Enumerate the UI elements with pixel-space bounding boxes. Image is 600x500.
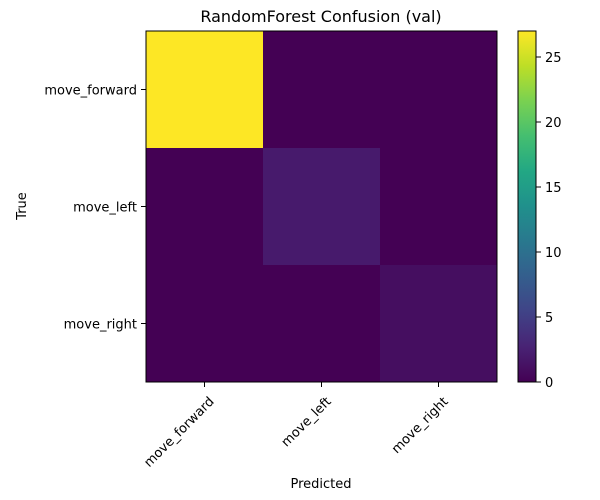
colorbar-frame [517,30,537,383]
x-axis-ticks: move_forward move_left move_right [141,382,452,471]
colorbar-tick-label: 10 [545,246,562,261]
heatmap-cell [263,265,381,383]
heatmap-cell [380,31,498,149]
y-tick-label: move_right [64,318,137,333]
heatmap-cell [263,148,381,266]
x-axis-label: Predicted [290,477,351,492]
colorbar-tick-label: 5 [545,311,553,326]
y-tick-label: move_forward [44,84,137,99]
heatmap-cell [380,265,498,383]
colorbar-tick-label: 0 [545,376,553,391]
y-axis-label: True [15,192,30,221]
heatmap-cell [263,31,381,149]
colorbar-tick-label: 20 [545,116,562,131]
heatmap-cell [146,265,264,383]
x-tick-label: move_right [389,394,451,456]
y-tick-label: move_left [73,201,137,216]
heatmap-cell [146,31,264,149]
heatmap-cell [380,148,498,266]
y-axis-ticks: move_forward move_left move_right [44,84,146,333]
colorbar-tick-label: 15 [545,181,562,196]
colorbar-ticks: 0 5 10 15 20 25 [536,51,562,391]
colorbar [518,31,536,382]
x-tick-label: move_left [279,394,335,450]
heatmap-cells [146,31,498,383]
colorbar-tick-label: 25 [545,51,562,66]
heatmap-cell [146,148,264,266]
chart-title: RandomForest Confusion (val) [200,7,441,26]
x-tick-label: move_forward [141,394,217,470]
